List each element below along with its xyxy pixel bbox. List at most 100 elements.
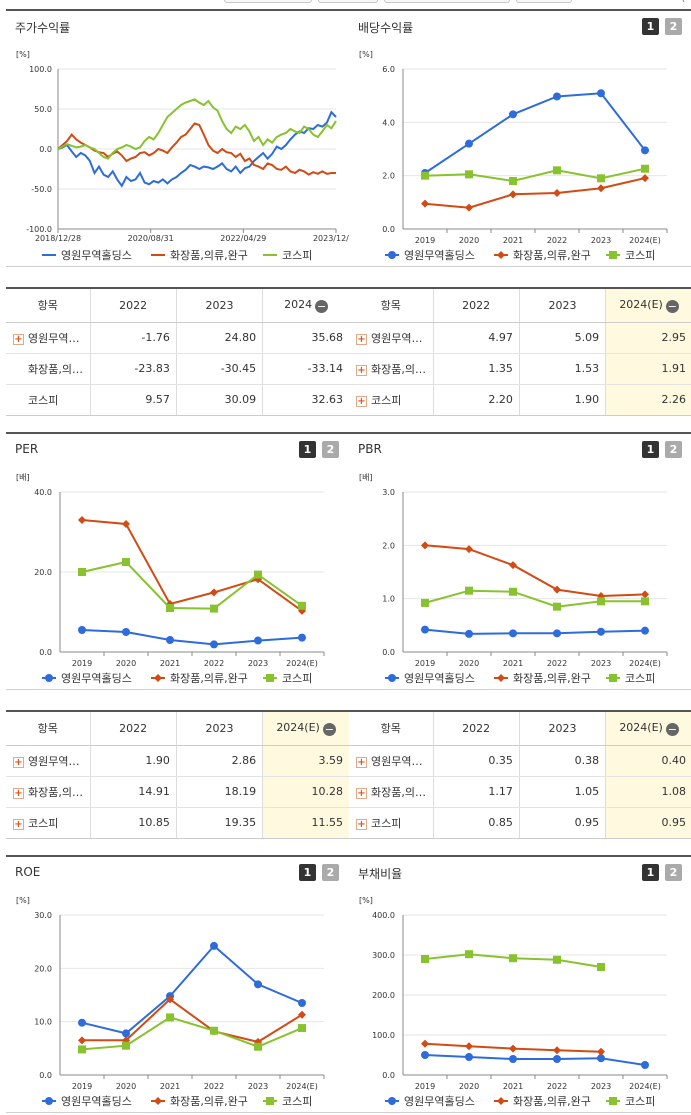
series2-point — [421, 541, 429, 550]
col-header-item: 항목 — [349, 289, 433, 323]
series2-point — [210, 588, 218, 597]
expand-plus-icon[interactable]: + — [356, 364, 367, 376]
y-tick-label: 1.0 — [382, 595, 395, 604]
series2-point — [597, 1047, 605, 1056]
col-header-2024e: 2024(E) − — [262, 712, 349, 746]
col-header-item: 항목 — [349, 712, 433, 746]
legend-label: 영원무역홀딩스 — [404, 1095, 475, 1108]
panel-title: PBR — [358, 442, 382, 456]
x-tick-label: 2024(E) — [629, 659, 661, 668]
panel-title: PER — [15, 442, 39, 456]
series1-point — [641, 146, 649, 155]
table-row: + 코스피 10.85 19.35 11.55 — [6, 807, 349, 838]
series3-point — [597, 597, 605, 606]
row-label: 코스피 — [28, 816, 59, 830]
roe-panel: ROE 1 2 [%] 30.0 20.0 10.0 0.0 2019 2020 2021 20… — [6, 855, 349, 1113]
page-2-button[interactable]: 2 — [665, 441, 682, 458]
series3-point — [421, 171, 429, 180]
x-tick-label: 2019 — [415, 236, 435, 245]
expand-plus-icon[interactable]: + — [13, 333, 24, 345]
expand-plus-icon[interactable]: + — [356, 333, 367, 345]
pbr-panel: PBR 1 2 [배] 3.0 2.0 1.0 0.0 2019 2020 2021 2022 2… — [349, 432, 691, 690]
expand-plus-icon[interactable]: + — [356, 756, 367, 768]
page-1-button[interactable]: 1 — [299, 441, 316, 458]
legend-label: 화장품,의류,완구 — [170, 672, 248, 685]
table-cell: 11.55 — [262, 807, 349, 838]
page-1-button[interactable]: 1 — [642, 441, 659, 458]
series1-point — [597, 1054, 605, 1063]
row-label: 화장품,의… — [371, 362, 426, 376]
page-1-button[interactable]: 1 — [642, 18, 659, 35]
page-1-button[interactable]: 1 — [299, 864, 316, 881]
expand-plus-icon[interactable]: + — [13, 787, 24, 799]
y-tick-label: 20.0 — [34, 964, 52, 973]
expand-plus-icon[interactable]: + — [356, 395, 367, 407]
expand-plus-icon[interactable]: + — [356, 818, 367, 830]
series-line — [81, 560, 303, 610]
top-button-1[interactable] — [224, 0, 312, 3]
series3-point — [210, 604, 218, 613]
col-header-2022: 2022 — [89, 289, 177, 323]
table-cell: 35.68 — [262, 322, 349, 354]
series1-point — [210, 941, 218, 950]
series3-point — [597, 174, 605, 183]
legend-label: 코스피 — [282, 1095, 312, 1108]
row-label: 영원무역… — [28, 331, 80, 345]
table-cell: 0.40 — [605, 745, 691, 777]
series2-point — [298, 1010, 306, 1019]
series3-point — [553, 602, 561, 611]
collapse-icon[interactable]: − — [665, 722, 679, 736]
series3-point — [553, 166, 561, 175]
table-cell: 10.28 — [262, 776, 349, 808]
col-header-2023: 2023 — [175, 289, 263, 323]
series1-point — [388, 1097, 396, 1105]
table-cell: 24.80 — [175, 322, 263, 354]
collapse-icon[interactable]: − — [322, 722, 336, 736]
series3-point — [78, 568, 86, 576]
x-tick-label: 2020 — [459, 1082, 479, 1091]
row-label: 영원무역… — [371, 754, 423, 768]
unit-label: [배] — [16, 473, 30, 482]
series2-point — [509, 561, 517, 570]
x-tick-label: 2022 — [204, 659, 224, 668]
legend-label: 화장품,의류,완구 — [513, 249, 591, 262]
expand-plus-icon[interactable]: + — [13, 818, 24, 830]
top-button-4[interactable] — [516, 0, 572, 3]
series3-point — [266, 1097, 274, 1105]
legend-label: 영원무역홀딩스 — [404, 249, 475, 262]
page-2-button[interactable]: 2 — [665, 18, 682, 35]
table-cell: 10.85 — [89, 807, 177, 838]
series3-point — [166, 604, 174, 612]
pbr-chart: [배] 3.0 2.0 1.0 0.0 2019 2020 2021 2022 2023 2024(… — [359, 473, 668, 685]
series1-point — [45, 1097, 53, 1105]
legend-label: 코스피 — [625, 672, 655, 685]
row-label: 화장품,의… — [371, 785, 426, 799]
series3-point — [509, 954, 517, 963]
expand-plus-icon[interactable]: + — [356, 787, 367, 799]
x-tick-label: 2022 — [547, 659, 567, 668]
top-button-3[interactable] — [384, 0, 510, 3]
y-tick-label: 400.0 — [372, 911, 395, 920]
debt-ratio-chart: [%] 400.0 300.0 200.0 100.0 0.0 2019 2020 2021 20… — [359, 896, 668, 1108]
collapse-icon[interactable]: − — [665, 299, 679, 313]
series-line — [424, 1054, 646, 1066]
table-cell: 9.57 — [89, 384, 177, 415]
page-1-button[interactable]: 1 — [642, 864, 659, 881]
series-line — [424, 92, 646, 174]
expand-plus-icon[interactable]: + — [13, 756, 24, 768]
page-2-button[interactable]: 2 — [322, 864, 339, 881]
collapse-icon[interactable]: − — [315, 299, 329, 313]
series1-point — [78, 1018, 86, 1027]
top-button-2[interactable] — [318, 0, 378, 3]
legend-label: 코스피 — [625, 1095, 655, 1108]
page-2-button[interactable]: 2 — [665, 864, 682, 881]
series1-point — [210, 640, 218, 649]
series1-point — [509, 1055, 517, 1063]
unit-label: [%] — [359, 50, 373, 59]
series2-point — [122, 520, 130, 528]
y-tick-label: 0.0 — [382, 1071, 395, 1080]
x-tick-label: 2019 — [415, 659, 435, 668]
series3-point — [210, 1026, 218, 1035]
series2-point — [553, 585, 561, 594]
page-2-button[interactable]: 2 — [322, 441, 339, 458]
